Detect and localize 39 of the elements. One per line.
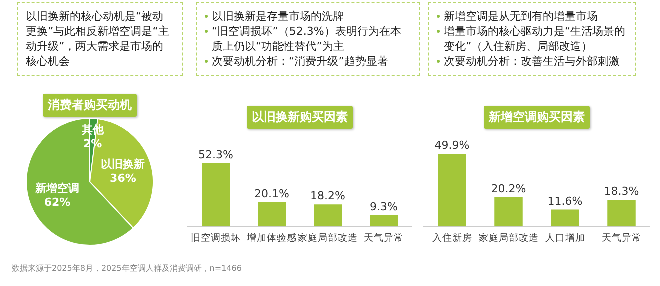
chart-title: 消费者购买动机: [43, 94, 137, 117]
slice-label: 新增空调: [34, 182, 80, 195]
chart-title: 以旧换新购买因素: [247, 106, 353, 129]
data-label: 18.3%: [604, 185, 640, 198]
data-label: 20.2%: [491, 182, 526, 196]
bar: [438, 154, 466, 227]
bar: [370, 215, 398, 227]
data-label: 49.9%: [434, 139, 470, 152]
x-tick-label: 增加体验感: [246, 232, 297, 244]
chart-title: 新增空调购买因素: [484, 106, 590, 129]
bar: [258, 202, 286, 227]
data-label: 18.2%: [310, 190, 346, 203]
data-label: 36%: [110, 172, 136, 186]
bar: [494, 197, 523, 227]
text: 次要动机分析：“消费升级”趋势显著: [211, 54, 390, 69]
data-label: 9.3%: [370, 200, 398, 214]
text: 次要动机分析：改善生活与外部刺激: [443, 54, 621, 69]
x-tick-label: 入住新房: [432, 232, 472, 244]
slice-label: 以旧换新: [101, 158, 146, 172]
text: 以旧换新的核心动机是“被动更换”与此相反新增空调是“主动升级”，两大需求是市场的核心机会: [26, 9, 170, 69]
x-tick-label: 天气异常: [364, 232, 404, 244]
bar: [202, 163, 230, 227]
data-label: 11.6%: [548, 194, 583, 208]
data-label: 52.3%: [198, 148, 234, 162]
x-tick-label: 家庭局部改造: [478, 232, 539, 244]
x-tick-label: 人口增加: [545, 232, 586, 244]
bar: [314, 204, 342, 227]
bar: [608, 200, 636, 227]
x-tick-label: 旧空调损坏: [191, 232, 241, 244]
x-tick-label: 家庭局部改造: [298, 232, 358, 244]
data-label: 20.1%: [254, 187, 290, 200]
text: 增量市场的核心驱动力是“生活场景的变化”（入住新房、局部改造）: [443, 24, 627, 54]
data-label: 62%: [44, 196, 71, 209]
text: 数据来源于2025年8月，2025年空调人群及消费调研，n=1466: [12, 263, 242, 274]
x-tick-label: 天气异常: [602, 232, 642, 244]
text: “旧空调损坏”（52.3%）表明行为在本质上仍以“功能性替代”为主: [211, 24, 402, 54]
bar: [551, 210, 580, 227]
text: 新增空调是从无到有的增量市场: [443, 9, 599, 24]
text: 以旧换新是存量市场的洗牌: [211, 9, 345, 24]
